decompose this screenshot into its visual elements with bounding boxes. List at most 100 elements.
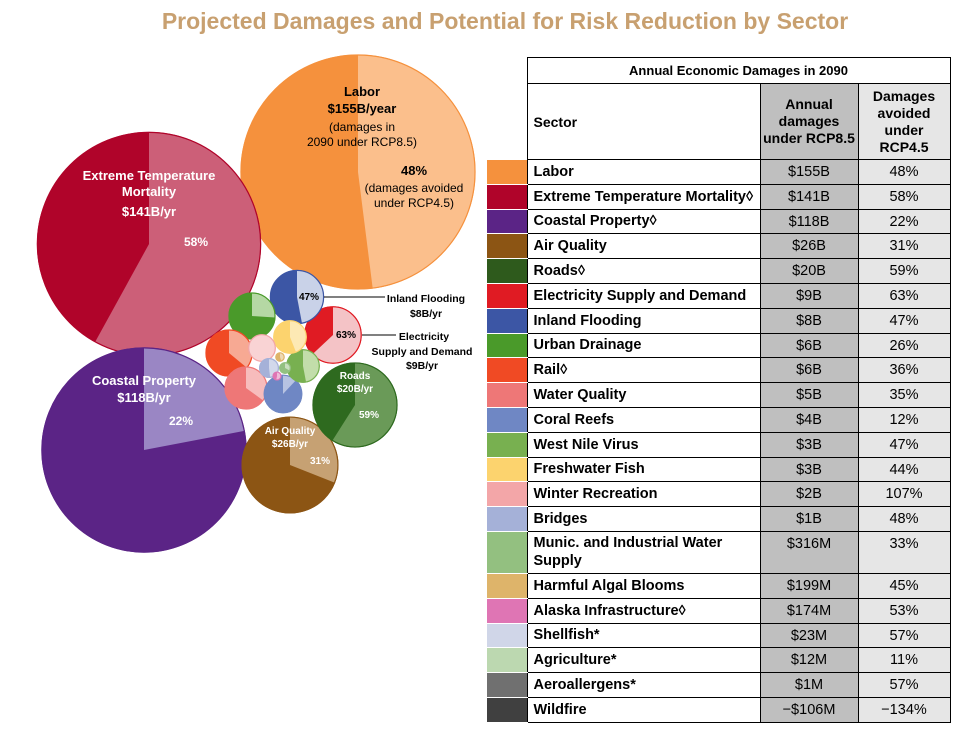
row-sector: Harmful Algal Blooms [526,572,761,599]
table-row: Rail◊ $6B 36% [487,357,951,384]
label-roads-damages: $20B/yr [337,384,373,395]
table-row: Urban Drainage $6B 26% [487,332,951,359]
label-elec-callout3: $9B/yr [406,360,438,372]
avoided-wedge-9 [246,366,268,401]
row-color-swatch [487,481,527,508]
label-airq-name: Air Quality [265,426,316,437]
row-sector: Freshwater Fish [526,456,761,483]
row-damages: $12M [759,647,859,674]
row-avoided: 59% [857,258,951,284]
row-damages: $9B [759,282,859,309]
row-damages: $1B [759,506,859,532]
row-sector: Winter Recreation [526,481,761,508]
row-avoided: 48% [857,159,951,185]
row-damages: $5B [759,382,859,408]
row-damages: $6B [759,357,859,384]
row-avoided: 47% [857,431,951,458]
row-damages: $141B [759,183,859,210]
avoided-wedge-1 [95,132,261,356]
column-header-sector: Sector [526,83,761,160]
table-row: Coral Reefs $4B 12% [487,406,951,433]
row-color-swatch [487,672,527,698]
row-sector: Shellfish* [526,622,761,649]
row-avoided: 11% [857,647,951,674]
row-avoided: 26% [857,332,951,359]
label-labor-note2: 2090 under RCP8.5) [307,135,417,149]
row-avoided: 12% [857,406,951,433]
bubble-outline-14 [259,358,280,379]
label-flood-callout1: Inland Flooding [387,293,465,305]
bubble-outline-15 [279,362,291,374]
label-airq-avoided: 31% [310,456,330,467]
row-damages: $2B [759,481,859,508]
row-sector: Wildfire [526,696,761,723]
row-sector: Alaska Infrastructure◊ [526,597,761,624]
row-sector: Bridges [526,506,761,532]
label-elec-callout1: Electricity [399,331,449,343]
row-damages: $3B [759,431,859,458]
table-row: Aeroallergens* $1M 57% [487,672,951,698]
label-labor-name: Labor [344,84,380,99]
row-damages: $26B [759,233,859,260]
row-sector: Electricity Supply and Demand [526,282,761,309]
row-sector: Labor [526,159,761,185]
label-etm-name1: Extreme Temperature [83,168,216,183]
table-row: Coastal Property◊ $118B 22% [487,208,951,235]
row-color-swatch [487,457,527,483]
row-avoided: 36% [857,357,951,384]
label-labor-note1: (damages in [329,120,395,134]
table-row: Winter Recreation $2B 107% [487,481,951,508]
table-row: Alaska Infrastructure◊ $174M 53% [487,597,951,624]
row-sector: Water Quality [526,382,761,408]
row-avoided: 33% [857,530,951,574]
row-color-swatch [487,184,527,210]
row-sector: Coastal Property◊ [526,208,761,235]
table-row: Freshwater Fish $3B 44% [487,456,951,483]
row-damages: $8B [759,307,859,334]
bubble-outline-17 [272,371,282,381]
row-damages: $23M [759,622,859,649]
table-row: Munic. and Industrial Water Supply $316M 3… [487,530,951,574]
row-avoided: 57% [857,622,951,649]
label-labor-avoided-note2: under RCP4.5) [374,196,454,210]
row-damages: $6B [759,332,859,359]
avoided-wedge-12 [290,320,307,353]
bubble-outline-3 [241,416,339,514]
row-damages: $174M [759,597,859,624]
table-row: Roads◊ $20B 59% [487,258,951,284]
row-sector: Urban Drainage [526,332,761,359]
avoided-wedge-11 [303,349,320,382]
row-sector: Inland Flooding [526,307,761,334]
row-color-swatch [487,333,527,359]
row-avoided: 22% [857,208,951,235]
bubble-outline-4 [312,362,398,448]
row-damages: $3B [759,456,859,483]
damages-table: Annual Economic Damages in 2090 Sector A… [487,57,951,723]
row-damages: $118B [759,208,859,235]
row-color-swatch [487,573,527,599]
label-elec-callout2: Supply and Demand [372,346,473,358]
row-avoided: 44% [857,456,951,483]
row-color-swatch [487,598,527,624]
label-labor-avoided-note1: (damages avoided [365,181,464,195]
row-avoided: 48% [857,506,951,532]
row-damages: $155B [759,159,859,185]
avoided-wedge-13 [248,334,276,362]
row-sector: Rail◊ [526,357,761,384]
table-row: Labor $155B 48% [487,159,951,185]
table-row: Extreme Temperature Mortality◊ $141B 58% [487,183,951,210]
avoided-wedge-0 [358,54,476,289]
row-damages: $1M [759,672,859,698]
row-avoided: −134% [857,696,951,723]
row-sector: West Nile Virus [526,431,761,458]
avoided-wedge-2 [144,347,245,450]
avoided-wedge-8 [229,329,253,368]
row-avoided: 53% [857,597,951,624]
label-roads-name: Roads [340,371,371,382]
table-row: Water Quality $5B 35% [487,382,951,408]
label-etm-name2: Mortality [122,184,177,199]
row-color-swatch [487,432,527,458]
row-sector: Extreme Temperature Mortality◊ [526,183,761,210]
row-color-swatch [487,506,527,532]
